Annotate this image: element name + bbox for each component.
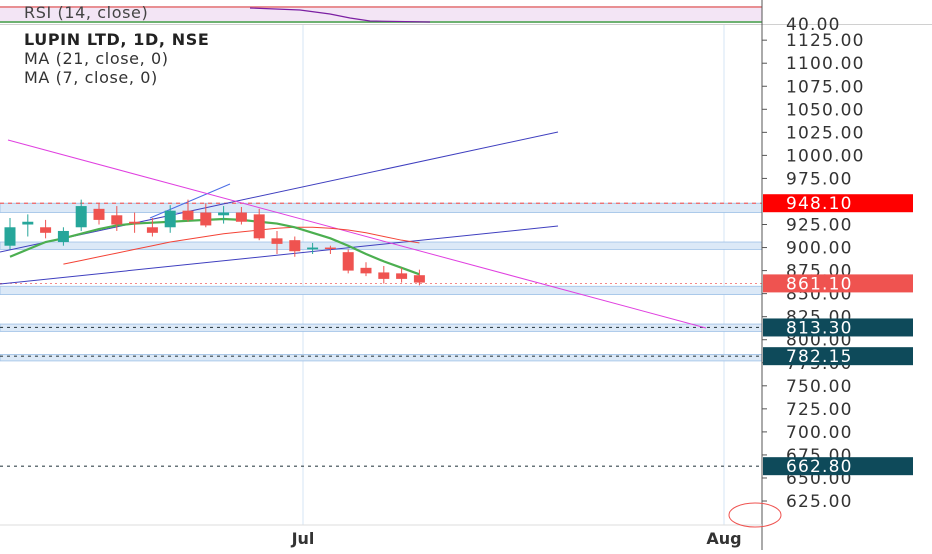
price-tick-label: 1050.00 [786, 100, 865, 120]
trend-line-short [149, 183, 231, 219]
ma21-line [63, 226, 420, 265]
trend-line-magenta [7, 139, 707, 329]
rsi-axis-label: 40.00 [786, 15, 841, 35]
price-label-text: 948.10 [786, 194, 853, 214]
candle-body [129, 221, 141, 224]
candle-body [200, 212, 212, 226]
candle-body [360, 267, 372, 274]
candle-body [289, 240, 301, 252]
candle-body [307, 247, 319, 250]
candle-body [396, 273, 408, 279]
candle-body [182, 210, 194, 220]
time-tick-label: Jul [291, 529, 315, 548]
candle-body [75, 206, 87, 228]
price-label-box [763, 194, 913, 213]
price-label-box [763, 347, 913, 366]
candle-body [253, 214, 265, 239]
candle-body [40, 227, 52, 233]
price-tick-label: 725.00 [786, 400, 853, 420]
symbol-title: LUPIN LTD, 1D, NSE [24, 30, 210, 49]
candle-body [342, 252, 354, 271]
candle-body [4, 227, 16, 246]
price-tick-label: 1075.00 [786, 77, 865, 97]
ma7-line [9, 217, 420, 276]
price-tick-label: 1000.00 [786, 146, 865, 166]
price-tick-label: 1100.00 [786, 54, 865, 74]
price-tick-label: 625.00 [786, 492, 853, 512]
rsi-line [249, 7, 431, 23]
circle-marker-icon [728, 502, 782, 528]
trend-line-upper [0, 131, 559, 253]
price-label-text: 813.30 [786, 318, 853, 338]
trend-line-lower [0, 225, 559, 285]
price-tick-label: 975.00 [786, 169, 853, 189]
rsi-band [0, 6, 762, 23]
candle-body [235, 212, 247, 222]
zone-4 [0, 354, 763, 362]
price-label-text: 861.10 [786, 274, 853, 294]
candle-body [378, 272, 390, 279]
price-label-box [763, 274, 913, 293]
price-tick-label: 900.00 [786, 239, 853, 259]
price-tick-label: 700.00 [786, 423, 853, 443]
candle-body [271, 238, 283, 244]
price-label-box [763, 457, 913, 476]
candle-body [324, 247, 336, 250]
zone-1 [0, 241, 763, 250]
rsi-legend: RSI (14, close) [24, 3, 149, 22]
price-label-box [763, 318, 913, 337]
price-label-text: 662.80 [786, 457, 853, 477]
price-tick-label: 1025.00 [786, 123, 865, 143]
ma21-legend: MA (21, close, 0) [24, 49, 169, 68]
ma7-legend: MA (7, close, 0) [24, 68, 158, 87]
candle-body [57, 230, 69, 243]
price-tick-label: 1125.00 [786, 31, 865, 51]
candle-body [111, 215, 123, 225]
price-tick-label: 925.00 [786, 216, 853, 236]
price-label-text: 782.15 [786, 347, 853, 367]
price-tick-label: 750.00 [786, 377, 853, 397]
zone-2 [0, 285, 763, 295]
time-tick-label: Aug [706, 529, 741, 548]
candle-body [413, 275, 425, 283]
candle-body [93, 208, 105, 220]
indicator-legend: LUPIN LTD, 1D, NSE MA (21, close, 0) MA … [24, 30, 209, 87]
candle-body [146, 227, 158, 233]
candle-body [22, 221, 34, 225]
candle-body [218, 212, 230, 216]
zone-0 [0, 202, 763, 213]
candle-body [164, 210, 176, 228]
